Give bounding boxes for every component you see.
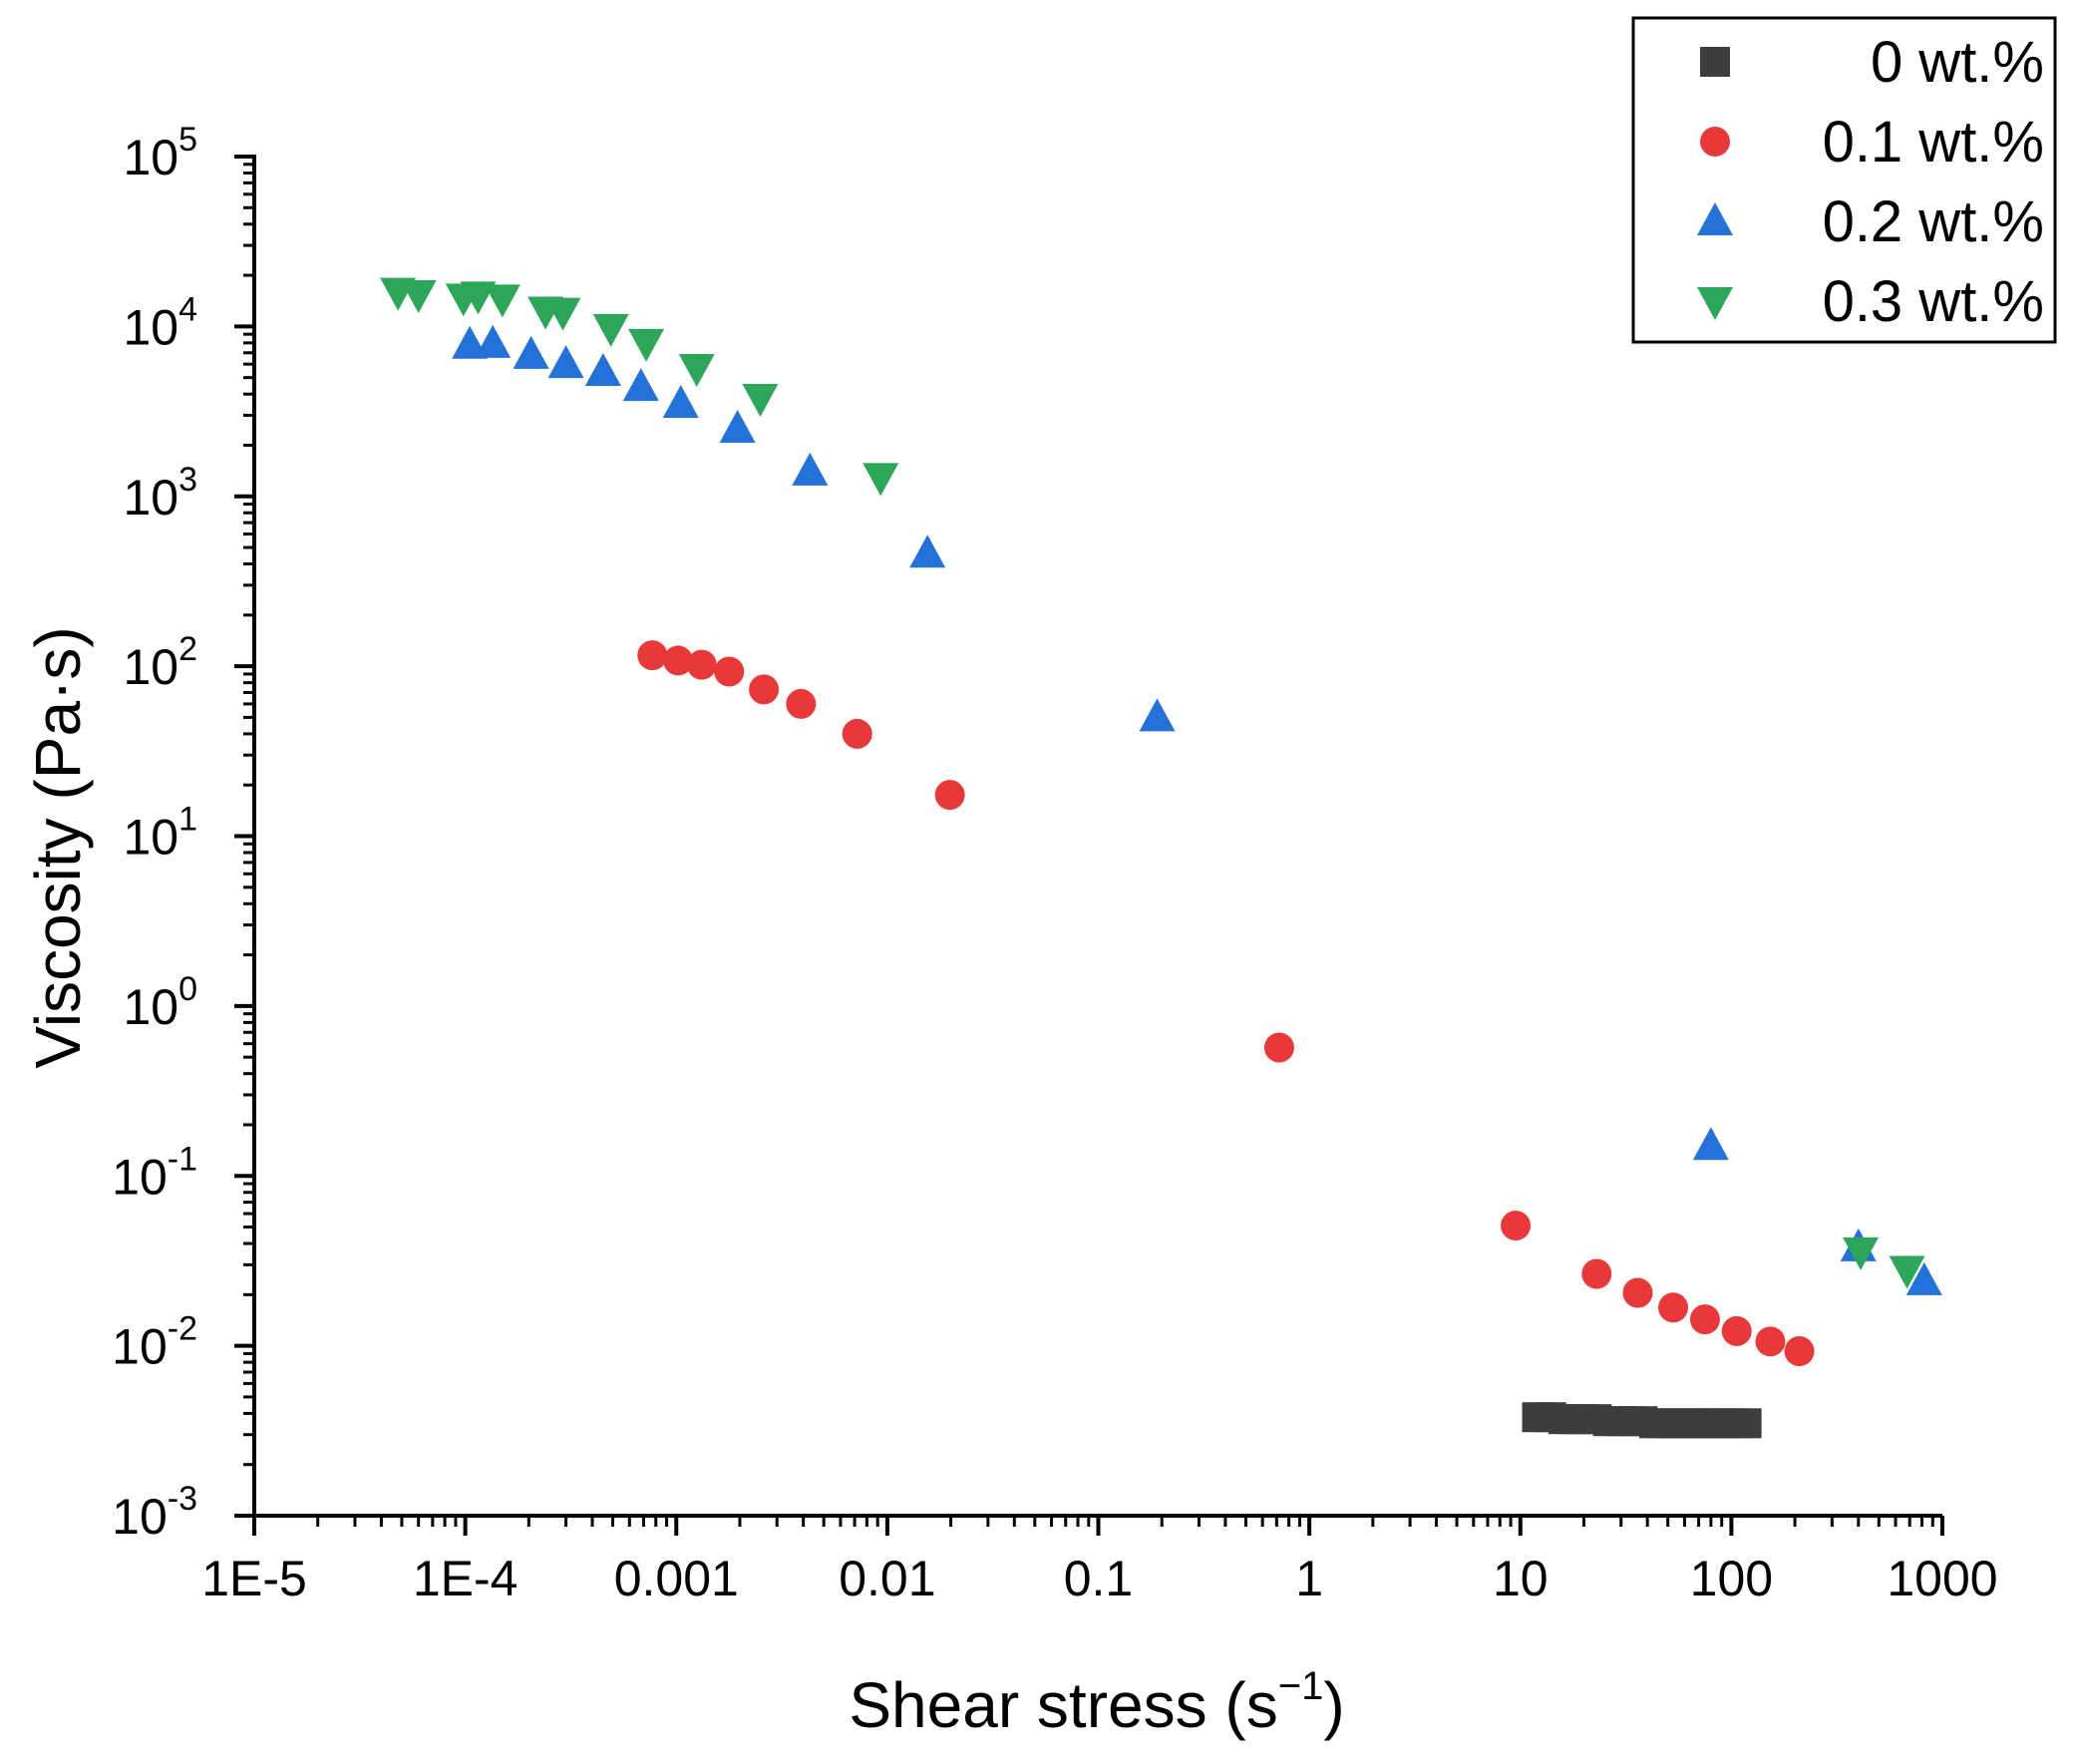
data-point bbox=[934, 780, 965, 811]
legend-marker bbox=[1700, 127, 1730, 157]
data-point bbox=[842, 718, 872, 749]
data-point bbox=[662, 385, 699, 419]
legend-marker bbox=[1700, 47, 1730, 77]
data-point bbox=[637, 640, 668, 671]
data-point bbox=[1905, 1261, 1942, 1295]
data-point bbox=[1843, 1236, 1880, 1270]
data-point bbox=[400, 279, 437, 313]
data-point bbox=[1731, 1408, 1762, 1439]
x-axis-title-end: ) bbox=[1323, 1669, 1344, 1741]
x-tick-label: 10 bbox=[1493, 1551, 1549, 1606]
x-axis-title: Shear stress (s−1) bbox=[849, 1664, 1344, 1741]
y-tick-label: 10-2 bbox=[112, 1310, 197, 1375]
data-point bbox=[584, 352, 621, 386]
data-point bbox=[714, 656, 745, 687]
series-1 bbox=[637, 640, 1815, 1366]
legend: 0 wt.% 0.1 wt.% 0.2 wt.% 0.3 wt.% bbox=[1631, 16, 2057, 344]
data-point bbox=[749, 674, 780, 705]
data-point bbox=[475, 324, 512, 358]
series-0 bbox=[1522, 1402, 1762, 1439]
x-tick-label: 1E-5 bbox=[201, 1551, 307, 1606]
series-3 bbox=[380, 277, 1925, 1289]
data-point bbox=[1622, 1277, 1653, 1308]
x-tick-label: 1E-4 bbox=[413, 1551, 518, 1606]
data-point bbox=[1755, 1326, 1786, 1357]
x-tick-label: 0.01 bbox=[839, 1551, 935, 1606]
legend-item: 0.2 wt.% bbox=[1697, 189, 2044, 254]
legend-item: 0 wt.% bbox=[1700, 30, 2044, 95]
legend-marker bbox=[1697, 202, 1733, 235]
data-point bbox=[792, 452, 829, 486]
x-tick-label: 1000 bbox=[1887, 1551, 1997, 1606]
data-point bbox=[719, 409, 756, 443]
data-point bbox=[628, 328, 665, 362]
x-tick-label: 0.001 bbox=[614, 1551, 739, 1606]
legend-label: 0 wt.% bbox=[1871, 30, 2044, 95]
legend-marker bbox=[1697, 287, 1733, 320]
y-tick-label: 10-3 bbox=[112, 1480, 197, 1545]
data-point bbox=[1689, 1304, 1720, 1335]
x-tick-label: 0.1 bbox=[1064, 1551, 1134, 1606]
data-point bbox=[452, 325, 489, 359]
x-tick-label: 1 bbox=[1295, 1551, 1323, 1606]
data-point bbox=[1784, 1335, 1815, 1366]
data-point bbox=[742, 383, 779, 417]
data-point bbox=[1581, 1258, 1612, 1289]
y-tick-label: 100 bbox=[123, 970, 197, 1035]
data-point bbox=[1658, 1292, 1689, 1323]
legend-item: 0.3 wt.% bbox=[1697, 269, 2044, 334]
y-tick-label: 105 bbox=[123, 121, 197, 185]
legend-label: 0.2 wt.% bbox=[1823, 189, 2044, 254]
data-point bbox=[909, 534, 946, 568]
data-point bbox=[544, 297, 581, 331]
data-point bbox=[1139, 698, 1176, 732]
data-point bbox=[1263, 1032, 1294, 1063]
y-tick-label: 104 bbox=[123, 290, 197, 355]
y-tick-label: 103 bbox=[123, 461, 197, 526]
x-axis-title-main: Shear stress (s bbox=[849, 1669, 1277, 1741]
y-tick-label: 102 bbox=[123, 630, 197, 695]
data-point bbox=[663, 645, 694, 676]
data-point bbox=[1889, 1255, 1925, 1289]
axes bbox=[252, 155, 1942, 1518]
legend-label: 0.3 wt.% bbox=[1823, 269, 2044, 334]
data-point bbox=[547, 345, 584, 379]
data-point bbox=[678, 353, 715, 387]
data-point bbox=[622, 368, 659, 402]
y-tick-label: 10-1 bbox=[112, 1140, 197, 1205]
data-point bbox=[786, 688, 817, 719]
x-axis-title-superscript: −1 bbox=[1278, 1664, 1324, 1708]
x-tick-label: 100 bbox=[1690, 1551, 1773, 1606]
data-point bbox=[1721, 1315, 1752, 1346]
data-point bbox=[1692, 1127, 1729, 1161]
legend-label: 0.1 wt.% bbox=[1823, 110, 2044, 175]
y-tick-label: 101 bbox=[123, 801, 197, 866]
data-point bbox=[460, 281, 497, 315]
y-axis-title: Viscosity (Pa·s) bbox=[22, 626, 94, 1068]
data-point bbox=[592, 313, 629, 347]
data-point bbox=[863, 463, 899, 497]
data-point bbox=[686, 649, 717, 680]
data-points bbox=[380, 277, 1942, 1439]
data-point bbox=[1501, 1211, 1532, 1241]
data-point bbox=[484, 284, 520, 318]
ticks: 1E-5 1E-4 0.001 0.01 0.1 1 10 100 1000 10-3 10-2 10… bbox=[112, 121, 1997, 1606]
series-2 bbox=[452, 324, 1942, 1295]
data-point bbox=[513, 335, 549, 369]
legend-item: 0.1 wt.% bbox=[1700, 110, 2044, 175]
